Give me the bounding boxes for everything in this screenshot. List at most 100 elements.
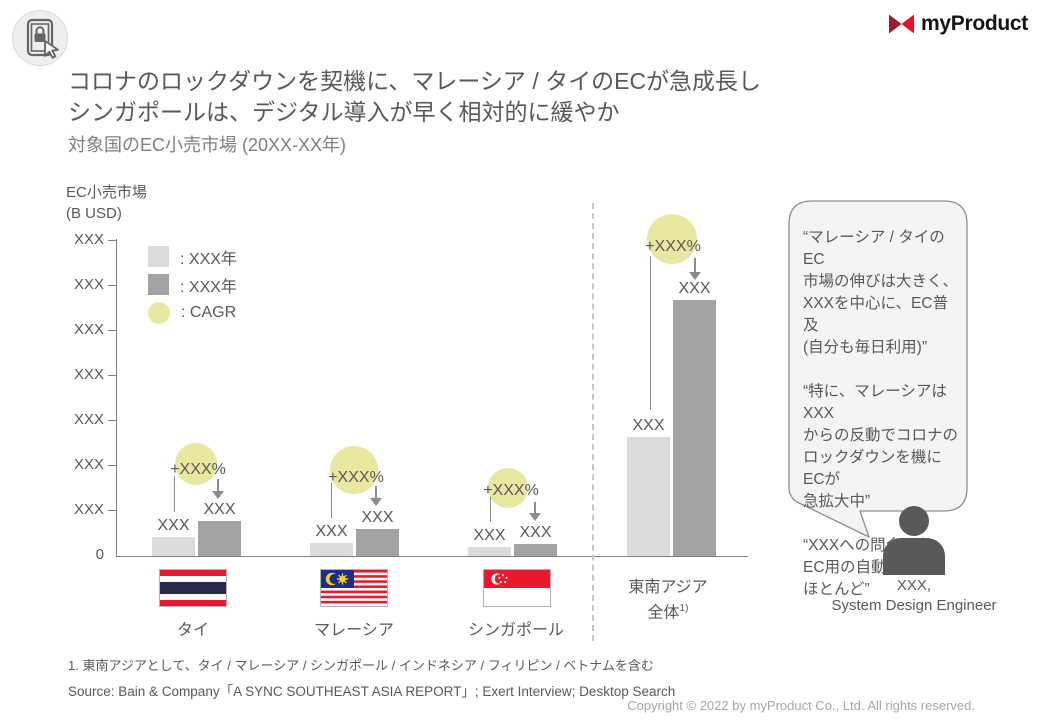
bar-group-singapore: XXX XXX (468, 524, 557, 556)
arrow-down-icon (529, 513, 541, 521)
bar-group-sea-total: XXX XXX (627, 280, 716, 556)
y-tick-label: XXX (73, 501, 104, 518)
cagr-connector-line (174, 476, 175, 512)
cagr-circle-singapore (488, 468, 528, 508)
malaysia-flag-icon (320, 569, 388, 607)
bar-thailand-year2 (198, 521, 241, 556)
bar-col-thailand-year1: XXX (152, 517, 195, 556)
y-tick-label: XXX (73, 276, 104, 293)
y-tick-label: XXX (73, 321, 104, 338)
logo-text: myProduct (921, 12, 1028, 35)
sea-label-line2: 全体1) (647, 603, 689, 622)
cagr-label-thailand: +XXX% (170, 461, 226, 478)
y-tick-label: XXX (73, 456, 104, 473)
page-title-line1: コロナのロックダウンを契機に、マレーシア / タイのECが急成長し (68, 68, 762, 94)
thailand-flag-icon (159, 569, 227, 607)
arrow-down-icon (217, 479, 219, 491)
y-axis-title: EC小売市場 (B USD) (66, 182, 147, 224)
arrow-down-icon (375, 486, 377, 498)
bar-col-malaysia-year2: XXX (356, 509, 399, 556)
y-tick-label: XXX (73, 366, 104, 383)
person-icon (883, 538, 945, 575)
cagr-connector-line (650, 256, 651, 410)
y-tick-label: XXX (73, 231, 104, 248)
bar-singapore-year2 (514, 544, 557, 556)
bar-sea-year1 (627, 437, 670, 556)
legend-item-year1: : XXX年 (148, 246, 237, 268)
cagr-circle-sea (647, 214, 697, 264)
y-tick (108, 285, 117, 286)
person-title: System Design Engineer (831, 597, 997, 614)
bar-group-malaysia: XXX XXX (310, 509, 399, 556)
logo-m-icon (889, 14, 914, 34)
legend-label-year2: : XXX年 (180, 278, 237, 296)
quote-text-block: “マレーシア / タイのEC 市場の伸びは大きく、 XXXを中心に、EC普及 (… (803, 227, 959, 623)
arrow-down-icon (534, 502, 536, 513)
cagr-connector-line (490, 497, 491, 522)
y-axis-title-line1: EC小売市場 (66, 184, 147, 201)
category-label-malaysia: マレーシア (314, 622, 394, 639)
quote-paragraph-2: “特に、マレーシアはXXX からの反動でコロナの ロックダウンを機にECが 急拡… (803, 383, 959, 510)
cagr-circle-malaysia (330, 446, 378, 494)
y-axis-title-line2: (B USD) (66, 205, 122, 222)
y-tick (108, 465, 117, 466)
bar-value-label: XXX (315, 523, 348, 540)
y-axis-line (116, 239, 117, 557)
cagr-label-sea: +XXX% (645, 238, 701, 255)
legend-label-cagr: : CAGR (181, 303, 237, 321)
person-name: XXX, (896, 577, 932, 594)
section-divider-dashed (592, 203, 594, 641)
cagr-label-malaysia: +XXX% (328, 469, 384, 486)
sea-label-line1: 東南アジア (628, 579, 708, 596)
y-tick-label: 0 (95, 546, 104, 563)
arrow-down-icon (694, 258, 696, 272)
bar-thailand-year1 (152, 537, 195, 556)
page-subtitle: 対象国のEC小売市場 (20XX-XX年) (68, 135, 347, 155)
bar-malaysia-year2 (356, 529, 399, 556)
bar-col-malaysia-year1: XXX (310, 523, 353, 556)
chart-legend: : XXX年 : XXX年 : CAGR (148, 246, 237, 324)
y-tick-label: XXX (73, 411, 104, 428)
y-tick (108, 375, 117, 376)
legend-item-cagr: : CAGR (148, 301, 237, 324)
person-icon (899, 506, 929, 536)
arrow-down-icon (212, 491, 224, 499)
page-title-line2: シンガポールは、デジタル導入が早く相対的に緩やか (68, 99, 620, 125)
copyright-text: Copyright © 2022 by myProduct Co., Ltd. … (627, 698, 975, 713)
y-tick (108, 510, 117, 511)
footnote-ref: 1) (679, 603, 689, 614)
bar-singapore-year1 (468, 547, 511, 556)
legend-swatch-year1 (148, 246, 169, 267)
category-label-sea-total: 東南アジア 全体1) (628, 577, 707, 623)
bar-value-label: XXX (361, 509, 394, 526)
y-tick (108, 330, 117, 331)
arrow-down-icon (689, 272, 701, 280)
legend-swatch-cagr-icon (148, 301, 170, 324)
ecommerce-tablet-icon (26, 18, 59, 59)
bar-col-sea-year1: XXX (627, 417, 670, 556)
bar-col-sea-year2: XXX (673, 280, 716, 556)
bar-col-singapore-year1: XXX (468, 527, 511, 556)
category-label-thailand: タイ (176, 622, 210, 639)
legend-swatch-year2 (148, 274, 169, 295)
title-block: コロナのロックダウンを契機に、マレーシア / タイのECが急成長し シンガポール… (68, 66, 761, 158)
footnote-1: 1. 東南アジアとして、タイ / マレーシア / シンガポール / インドネシア… (68, 658, 654, 673)
brand-logo: myProduct (888, 12, 1028, 36)
legend-item-year2: : XXX年 (148, 274, 237, 296)
cagr-connector-line (331, 483, 332, 518)
bar-sea-year2 (673, 300, 716, 556)
bar-group-thailand: XXX XXX (152, 501, 241, 556)
slide-topic-icon (12, 10, 68, 66)
bar-value-label: XXX (632, 417, 665, 434)
bar-value-label: XXX (473, 527, 506, 544)
quote-paragraph-1: “マレーシア / タイのEC 市場の伸びは大きく、 XXXを中心に、EC普及 (… (803, 229, 959, 356)
person-caption: XXX, System Design Engineer (814, 576, 1014, 616)
cagr-circle-thailand (175, 443, 217, 485)
x-axis-baseline (116, 556, 748, 557)
bar-col-thailand-year2: XXX (198, 501, 241, 556)
y-tick (108, 240, 117, 241)
bar-malaysia-year1 (310, 543, 353, 556)
speech-bubble (788, 200, 968, 538)
category-label-singapore: シンガポール (467, 622, 565, 639)
bar-col-singapore-year2: XXX (514, 524, 557, 556)
